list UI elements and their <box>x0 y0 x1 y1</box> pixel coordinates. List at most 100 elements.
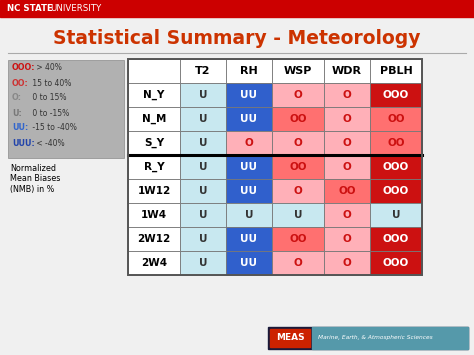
Bar <box>226 179 272 203</box>
Text: S_Y: S_Y <box>144 138 164 148</box>
Text: U: U <box>199 186 207 196</box>
Text: WDR: WDR <box>332 66 362 76</box>
Text: UU: UU <box>240 234 257 244</box>
Text: U: U <box>199 210 207 220</box>
Text: U: U <box>199 258 207 268</box>
Text: U: U <box>245 210 253 220</box>
Text: U: U <box>294 210 302 220</box>
Bar <box>324 179 370 203</box>
Bar <box>272 203 324 227</box>
Text: O: O <box>293 258 302 268</box>
Text: 1W4: 1W4 <box>141 210 167 220</box>
Text: UU: UU <box>240 90 257 100</box>
Text: OOO: OOO <box>383 162 409 172</box>
Bar <box>128 131 180 155</box>
Text: OOO: OOO <box>383 186 409 196</box>
Text: O: O <box>343 114 351 124</box>
Text: O: O <box>293 138 302 148</box>
Text: 2W12: 2W12 <box>137 234 171 244</box>
Text: U: U <box>392 210 400 220</box>
Text: UNIVERSITY: UNIVERSITY <box>50 4 101 13</box>
Bar <box>180 107 226 131</box>
Text: U: U <box>199 114 207 124</box>
Text: O: O <box>343 258 351 268</box>
Bar <box>226 155 272 179</box>
Bar <box>272 179 324 203</box>
Text: U: U <box>199 162 207 172</box>
Text: < -40%: < -40% <box>34 138 64 147</box>
Bar <box>272 251 324 275</box>
Bar <box>324 107 370 131</box>
Bar <box>324 251 370 275</box>
Text: T2: T2 <box>195 66 211 76</box>
Bar <box>370 227 422 251</box>
Bar <box>370 251 422 275</box>
Text: UU: UU <box>240 114 257 124</box>
Bar <box>226 251 272 275</box>
Bar <box>324 227 370 251</box>
Text: R_Y: R_Y <box>144 162 164 172</box>
Text: O: O <box>343 210 351 220</box>
Bar <box>370 179 422 203</box>
Text: 15 to 40%: 15 to 40% <box>30 78 72 87</box>
Bar <box>226 131 272 155</box>
Bar <box>128 179 180 203</box>
Text: O: O <box>343 162 351 172</box>
Text: 1W12: 1W12 <box>137 186 171 196</box>
Bar <box>272 227 324 251</box>
Bar <box>128 59 422 275</box>
Bar <box>180 59 226 83</box>
Bar <box>226 107 272 131</box>
Bar <box>272 107 324 131</box>
Bar <box>128 59 180 83</box>
Text: O: O <box>343 138 351 148</box>
Text: UU: UU <box>240 258 257 268</box>
Text: UUU:: UUU: <box>12 138 35 147</box>
Bar <box>226 83 272 107</box>
Bar <box>370 107 422 131</box>
Bar <box>128 83 180 107</box>
Text: OOO: OOO <box>383 258 409 268</box>
Text: U: U <box>199 138 207 148</box>
Bar <box>180 203 226 227</box>
Text: OOO:: OOO: <box>12 64 36 72</box>
Bar <box>226 59 272 83</box>
Bar <box>180 155 226 179</box>
Text: Marine, Earth, & Atmospheric Sciences: Marine, Earth, & Atmospheric Sciences <box>318 335 433 340</box>
Text: UU: UU <box>240 186 257 196</box>
Text: > 40%: > 40% <box>34 64 62 72</box>
Bar <box>272 155 324 179</box>
Bar <box>128 203 180 227</box>
Text: OOO: OOO <box>383 234 409 244</box>
Text: OO: OO <box>387 138 405 148</box>
Bar <box>180 131 226 155</box>
Text: UU: UU <box>240 162 257 172</box>
Bar <box>324 131 370 155</box>
Text: OO:: OO: <box>12 78 29 87</box>
Bar <box>272 131 324 155</box>
Text: PBLH: PBLH <box>380 66 412 76</box>
Text: U:: U: <box>12 109 22 118</box>
Text: OO: OO <box>289 162 307 172</box>
Text: Statistical Summary - Meteorology: Statistical Summary - Meteorology <box>53 29 421 49</box>
Bar <box>180 179 226 203</box>
Bar <box>0 0 474 17</box>
Bar <box>370 155 422 179</box>
Text: -15 to -40%: -15 to -40% <box>30 124 77 132</box>
Text: OO: OO <box>338 186 356 196</box>
Text: OO: OO <box>387 114 405 124</box>
Text: OO: OO <box>289 234 307 244</box>
Bar <box>272 59 324 83</box>
Bar <box>180 83 226 107</box>
Bar <box>324 59 370 83</box>
Bar <box>324 83 370 107</box>
Bar <box>312 327 468 349</box>
Text: UU:: UU: <box>12 124 28 132</box>
Bar <box>370 131 422 155</box>
Text: U: U <box>199 90 207 100</box>
Bar <box>370 83 422 107</box>
Bar <box>128 251 180 275</box>
Text: OO: OO <box>289 114 307 124</box>
Bar <box>270 329 310 347</box>
Bar <box>324 155 370 179</box>
